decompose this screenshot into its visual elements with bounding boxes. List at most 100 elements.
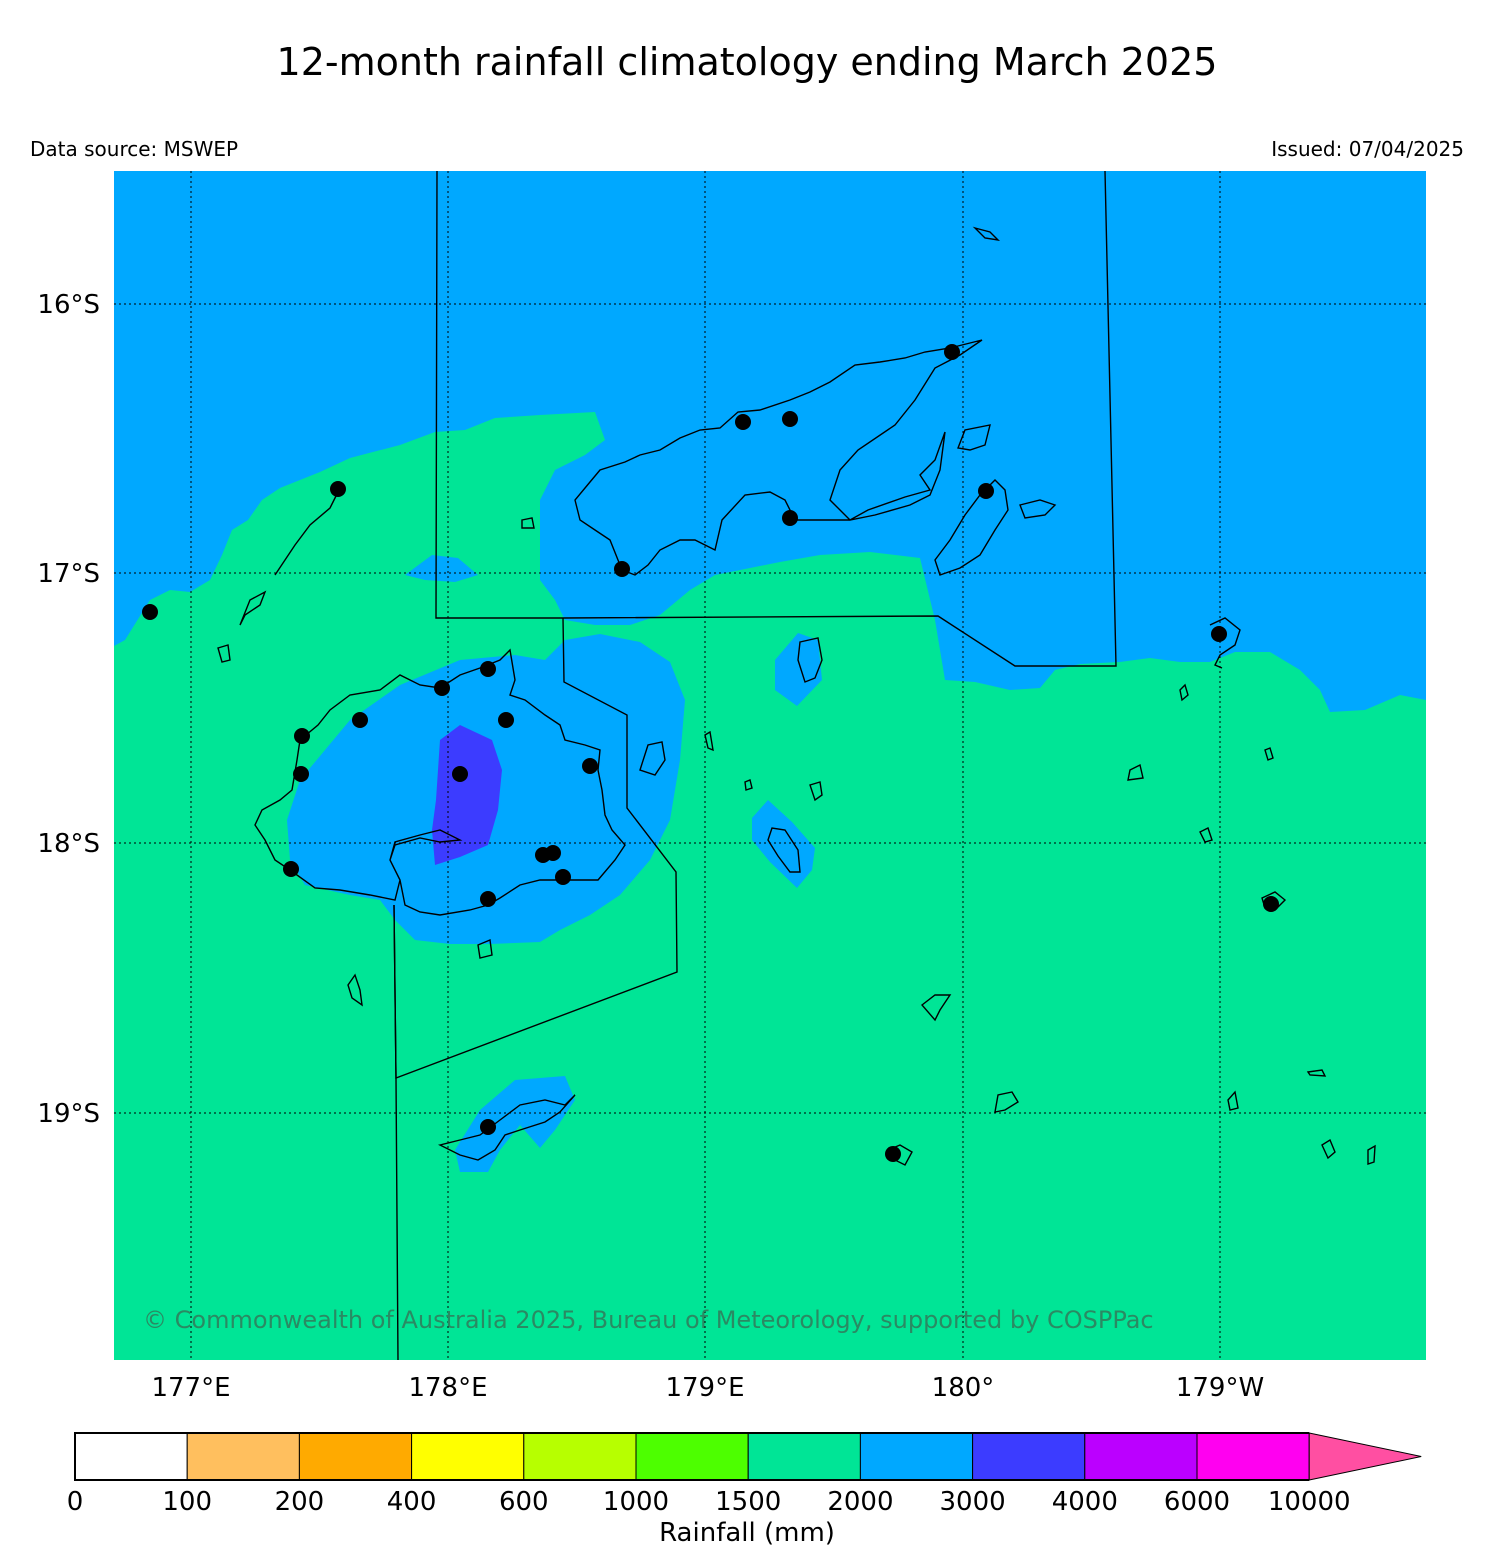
station-marker: [582, 758, 598, 774]
colorbar-tick-label: 0: [67, 1487, 84, 1517]
lon-label-180: 180°: [932, 1373, 995, 1403]
lon-label-179w: 179°W: [1176, 1373, 1264, 1403]
data-source-label: Data source: MSWEP: [30, 137, 239, 161]
colorbar-tick-label: 1000: [603, 1487, 669, 1517]
colorbar-tick-label: 200: [275, 1487, 325, 1517]
station-marker: [885, 1146, 901, 1162]
coastline-kabara: [1227, 1090, 1239, 1111]
colorbar-tick-label: 6000: [1164, 1487, 1230, 1517]
lon-label-179e: 179°E: [665, 1373, 744, 1403]
coastline-beqa: [477, 939, 493, 959]
colorbar-tick-label: 100: [162, 1487, 212, 1517]
colorbar-swatch: [1084, 1432, 1198, 1481]
station-marker: [1211, 626, 1227, 642]
coastline-totoya: [994, 1091, 1019, 1113]
station-marker: [782, 510, 798, 526]
stations: [142, 344, 1279, 1162]
coastline-fulaga: [1367, 1144, 1376, 1165]
coastline-mamanuca: [239, 590, 267, 626]
coastline-makogai: [704, 730, 714, 752]
coastline-gau: [767, 827, 801, 873]
coastline-moce: [1306, 1069, 1327, 1077]
coastline-naitauba: [1127, 763, 1144, 781]
division-boundary-west-north: [435, 171, 563, 619]
station-marker: [614, 561, 630, 577]
lat-label-18s: 18°S: [37, 829, 100, 859]
colorbar: 0 100 200 400 600 1000 1500 2000 3000 4000 6000 100…: [67, 1432, 1422, 1517]
coastline-vanuabalavu: [1179, 683, 1189, 702]
lon-label-177e: 177°E: [151, 1373, 230, 1403]
rainfall-band-2000-3000-koro: [775, 633, 822, 706]
rainfall-band-2000-3000-patch: [405, 555, 478, 582]
colorbar-outline: [74, 1432, 1310, 1481]
station-marker: [545, 845, 561, 861]
copyright-notice: © Commonwealth of Australia 2025, Bureau…: [143, 1306, 1154, 1334]
coastline-cikobia: [972, 226, 1001, 242]
lat-label-16s: 16°S: [37, 290, 100, 320]
station-marker: [944, 344, 960, 360]
division-boundary-north-east: [562, 171, 1117, 667]
rainfall-field: [114, 171, 1426, 1360]
station-marker: [452, 766, 468, 782]
colorbar-swatch: [523, 1432, 637, 1481]
longitude-labels: 177°E 178°E 179°E 180° 179°W: [151, 1373, 1264, 1403]
station-marker: [1263, 896, 1279, 912]
lat-label-17s: 17°S: [37, 559, 100, 589]
rainfall-band-3000-4000: [432, 725, 502, 865]
station-marker: [978, 483, 994, 499]
coastline-qamea: [1019, 499, 1057, 519]
colorbar-title: Rainfall (mm): [659, 1518, 835, 1548]
station-marker: [735, 414, 751, 430]
colorbar-tick-label: 1500: [715, 1487, 781, 1517]
colorbar-swatch: [972, 1432, 1086, 1481]
colorbar-extend-arrow: [1308, 1432, 1422, 1481]
colorbar-tick-label: 3000: [940, 1487, 1006, 1517]
map-title: 12-month rainfall climatology ending Mar…: [276, 40, 1218, 84]
station-marker: [480, 661, 496, 677]
latitude-labels: 16°S 17°S 18°S 19°S: [37, 290, 100, 1129]
issued-date-label: Issued: 07/04/2025: [1271, 137, 1464, 161]
coastline-vanuavatu: [1199, 827, 1213, 843]
colorbar-tick-label: 4000: [1052, 1487, 1118, 1517]
station-marker: [555, 869, 571, 885]
colorbar-swatch: [859, 1432, 974, 1481]
lat-label-19s: 19°S: [37, 1099, 100, 1129]
station-marker: [293, 766, 309, 782]
station-marker: [434, 680, 450, 696]
colorbar-tick-label: 2000: [827, 1487, 893, 1517]
lon-label-178e: 178°E: [408, 1373, 487, 1403]
station-marker: [480, 891, 496, 907]
coastline-vatulele: [347, 973, 363, 1007]
station-marker: [294, 728, 310, 744]
colorbar-tick-label: 600: [499, 1487, 549, 1517]
coastline-ovalau: [639, 741, 666, 776]
colorbar-swatch: [747, 1432, 861, 1481]
colorbar-swatch: [411, 1432, 525, 1481]
station-marker: [352, 712, 368, 728]
coastline-nairai: [809, 781, 823, 802]
colorbar-swatch: [186, 1432, 300, 1481]
station-marker: [142, 604, 158, 620]
coastline-north-point: [217, 644, 231, 663]
coastline-vanua-levu: [574, 339, 983, 576]
coastline-rabi: [957, 424, 991, 451]
rainfall-band-2000-3000-north: [114, 171, 1426, 712]
coastline-viti-levu: [254, 648, 626, 916]
coastline-moala: [920, 994, 952, 1022]
coastline-yadua: [521, 517, 535, 529]
colorbar-swatch: [1196, 1432, 1310, 1481]
coastline-mago: [1264, 747, 1274, 761]
division-boundary-central: [393, 617, 678, 1080]
colorbar-swatch: [298, 1432, 413, 1481]
colorbar-tick-label: 10000: [1268, 1487, 1351, 1517]
coastline-ono: [1321, 1138, 1336, 1160]
colorbar-swatch: [635, 1432, 749, 1481]
station-marker: [330, 481, 346, 497]
coastline-wakaya: [744, 779, 753, 791]
colorbar-swatch: [74, 1432, 188, 1481]
station-marker: [283, 861, 299, 877]
coastline-koro: [797, 637, 823, 683]
colorbar-tick-label: 400: [387, 1487, 437, 1517]
station-marker: [498, 712, 514, 728]
